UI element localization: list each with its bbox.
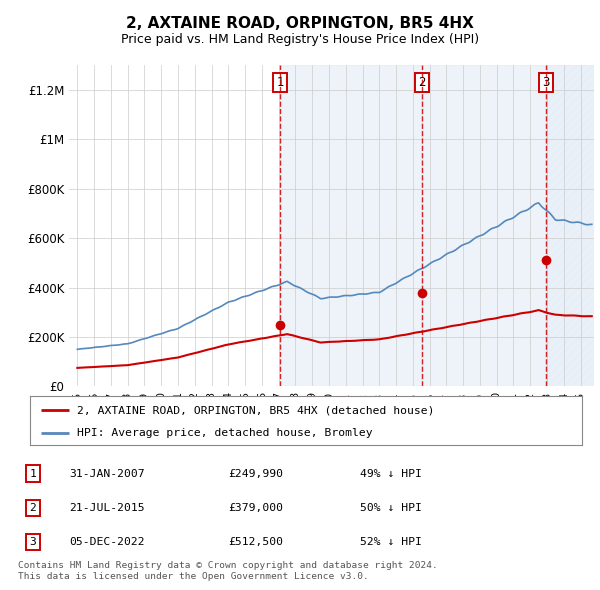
Text: 50% ↓ HPI: 50% ↓ HPI — [360, 503, 422, 513]
Bar — [280, 65, 422, 386]
Text: 31-JAN-2007: 31-JAN-2007 — [69, 468, 145, 478]
Text: 21-JUL-2015: 21-JUL-2015 — [69, 503, 145, 513]
Text: 1: 1 — [276, 76, 284, 89]
Bar — [422, 65, 545, 386]
Text: 2: 2 — [418, 76, 426, 89]
Text: HPI: Average price, detached house, Bromley: HPI: Average price, detached house, Brom… — [77, 428, 373, 438]
Text: £379,000: £379,000 — [228, 503, 283, 513]
Text: 52% ↓ HPI: 52% ↓ HPI — [360, 537, 422, 547]
Text: 2: 2 — [29, 503, 37, 513]
Text: 1: 1 — [29, 468, 37, 478]
Text: 2, AXTAINE ROAD, ORPINGTON, BR5 4HX (detached house): 2, AXTAINE ROAD, ORPINGTON, BR5 4HX (det… — [77, 405, 434, 415]
Text: 3: 3 — [29, 537, 37, 547]
Text: 3: 3 — [542, 76, 550, 89]
Text: This data is licensed under the Open Government Licence v3.0.: This data is licensed under the Open Gov… — [18, 572, 369, 581]
Bar — [545, 65, 594, 386]
Text: £512,500: £512,500 — [228, 537, 283, 547]
Text: 05-DEC-2022: 05-DEC-2022 — [69, 537, 145, 547]
Text: £249,990: £249,990 — [228, 468, 283, 478]
Text: 2, AXTAINE ROAD, ORPINGTON, BR5 4HX: 2, AXTAINE ROAD, ORPINGTON, BR5 4HX — [126, 16, 474, 31]
Text: Contains HM Land Registry data © Crown copyright and database right 2024.: Contains HM Land Registry data © Crown c… — [18, 560, 438, 569]
Bar — [545, 65, 594, 386]
Text: Price paid vs. HM Land Registry's House Price Index (HPI): Price paid vs. HM Land Registry's House … — [121, 33, 479, 46]
Text: 49% ↓ HPI: 49% ↓ HPI — [360, 468, 422, 478]
